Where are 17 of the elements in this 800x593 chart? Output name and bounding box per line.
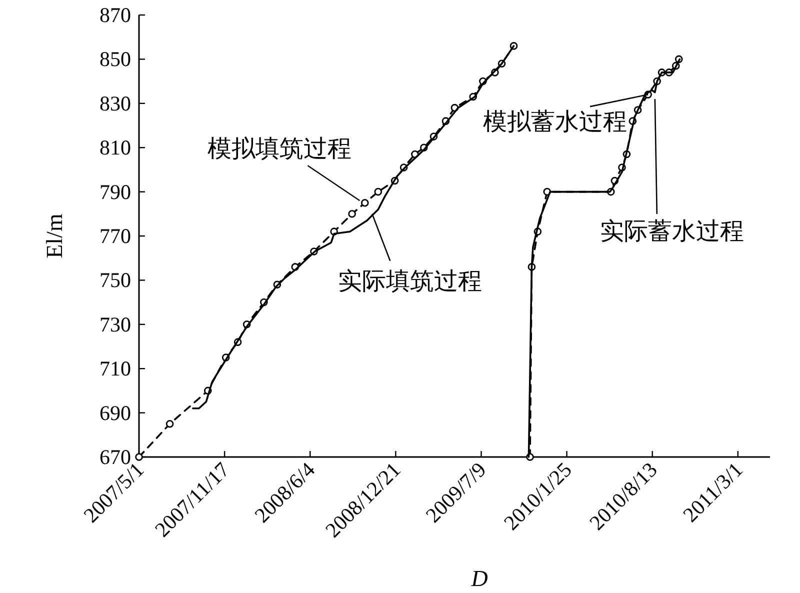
x-axis-title: D bbox=[470, 566, 488, 591]
y-tick-label: 710 bbox=[100, 356, 131, 381]
annotation: 模拟填筑过程 bbox=[208, 136, 352, 163]
y-tick-label: 670 bbox=[100, 445, 131, 469]
y-tick-label: 850 bbox=[100, 47, 131, 72]
y-tick-label: 750 bbox=[100, 268, 131, 292]
annotation: 实际蓄水过程 bbox=[600, 218, 744, 245]
annotation: 模拟蓄水过程 bbox=[483, 108, 628, 136]
y-tick-label: 790 bbox=[100, 180, 131, 204]
y-tick-label: 770 bbox=[100, 224, 131, 248]
y-tick-label: 810 bbox=[100, 136, 131, 160]
y-tick-label: 830 bbox=[100, 91, 131, 116]
y-tick-label: 730 bbox=[100, 312, 131, 336]
y-tick-label: 690 bbox=[100, 400, 131, 425]
y-tick-label: 870 bbox=[100, 3, 131, 27]
annotation: 实际填筑过程 bbox=[338, 268, 482, 295]
y-axis-title: El/m bbox=[42, 214, 67, 258]
